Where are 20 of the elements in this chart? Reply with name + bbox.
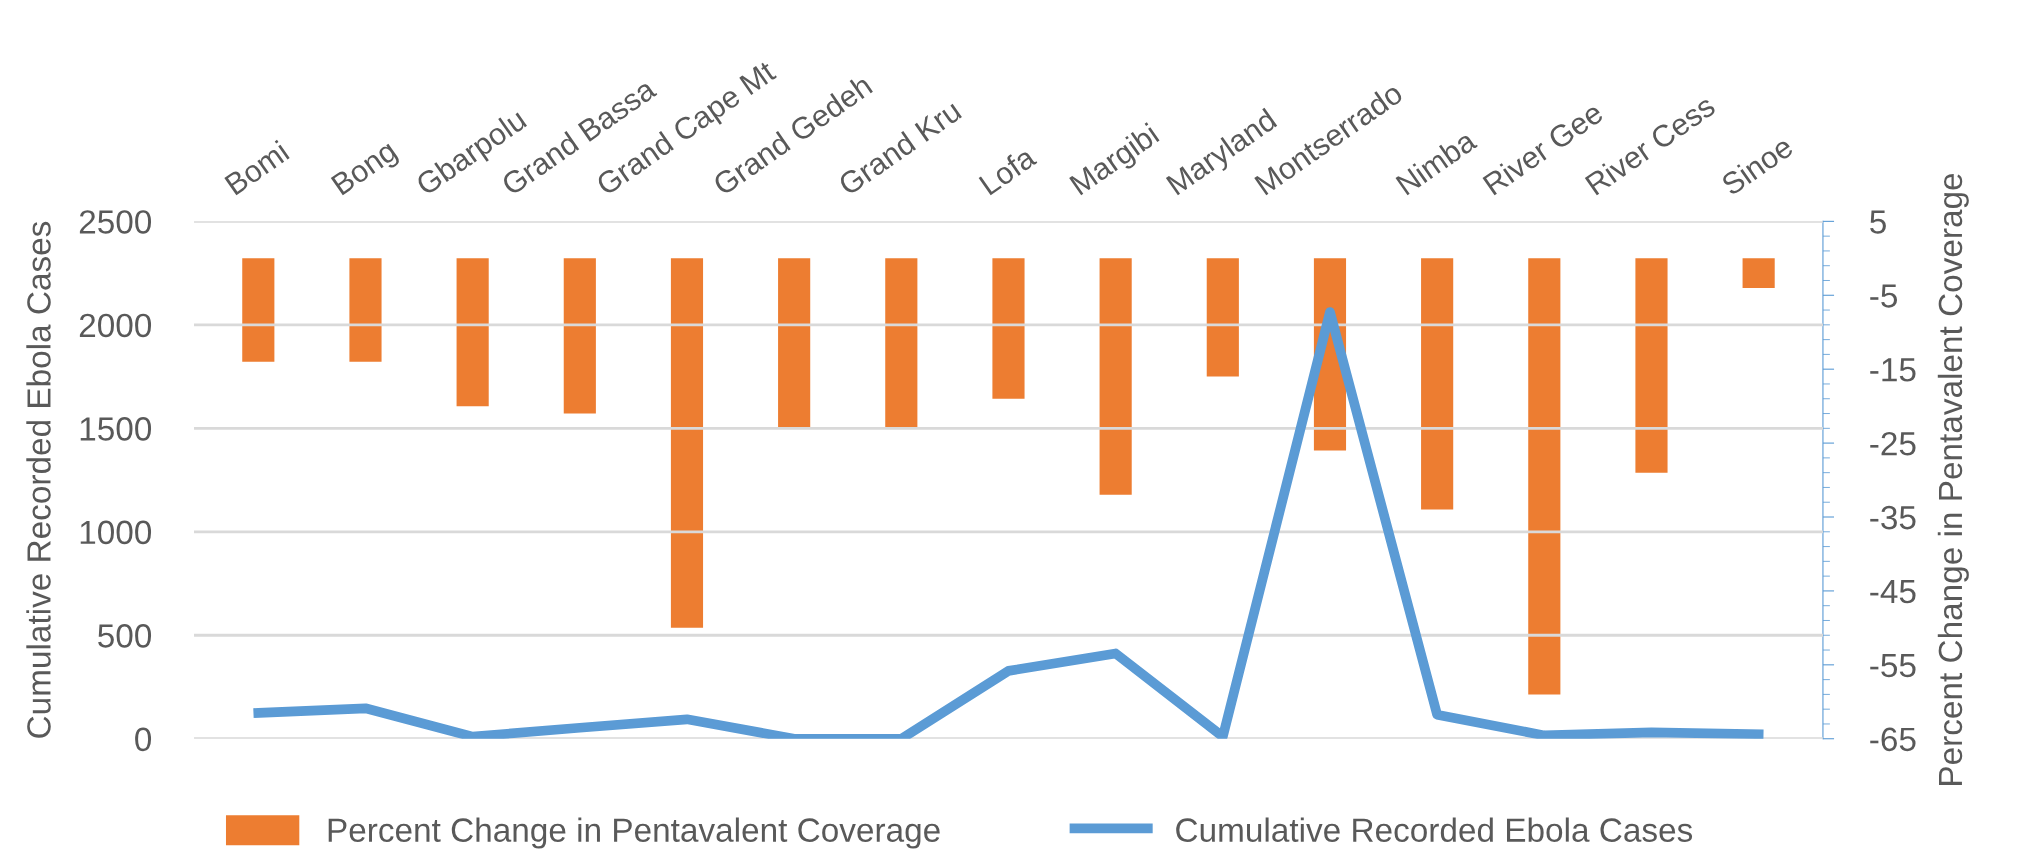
x-tick-label: Lofa xyxy=(978,144,1038,196)
y-axis-title: Cumulative Recorded Ebola Cases xyxy=(26,221,51,738)
legend-label: Cumulative Recorded Ebola Cases xyxy=(1176,817,1693,842)
legend-label: Percent Change in Pentavalent Coverage xyxy=(328,817,940,849)
y2-tick-label: -25 xyxy=(1870,431,1916,456)
y-tick-label: 0 xyxy=(135,727,152,752)
y2-tick-label: -55 xyxy=(1870,653,1916,678)
y-tick-label: 2500 xyxy=(79,210,152,234)
y2-tick-label: -5 xyxy=(1870,284,1898,308)
y2-tick-label: -65 xyxy=(1870,727,1916,752)
y-tick-label: 2000 xyxy=(79,313,152,338)
x-tick-label: Bong xyxy=(330,139,402,201)
y2-tick-label: -35 xyxy=(1870,505,1916,530)
y-tick-label: 500 xyxy=(98,624,152,648)
y-tick-label: 1000 xyxy=(80,520,152,545)
y2-tick-label: -15 xyxy=(1870,358,1916,382)
y2-axis-title: Percent Change in Pentavalent Coverage xyxy=(1937,173,1969,785)
y-tick-label: 1500 xyxy=(80,417,152,441)
y2-tick-label: 5 xyxy=(1870,210,1886,234)
y2-tick-label: -45 xyxy=(1870,580,1916,604)
